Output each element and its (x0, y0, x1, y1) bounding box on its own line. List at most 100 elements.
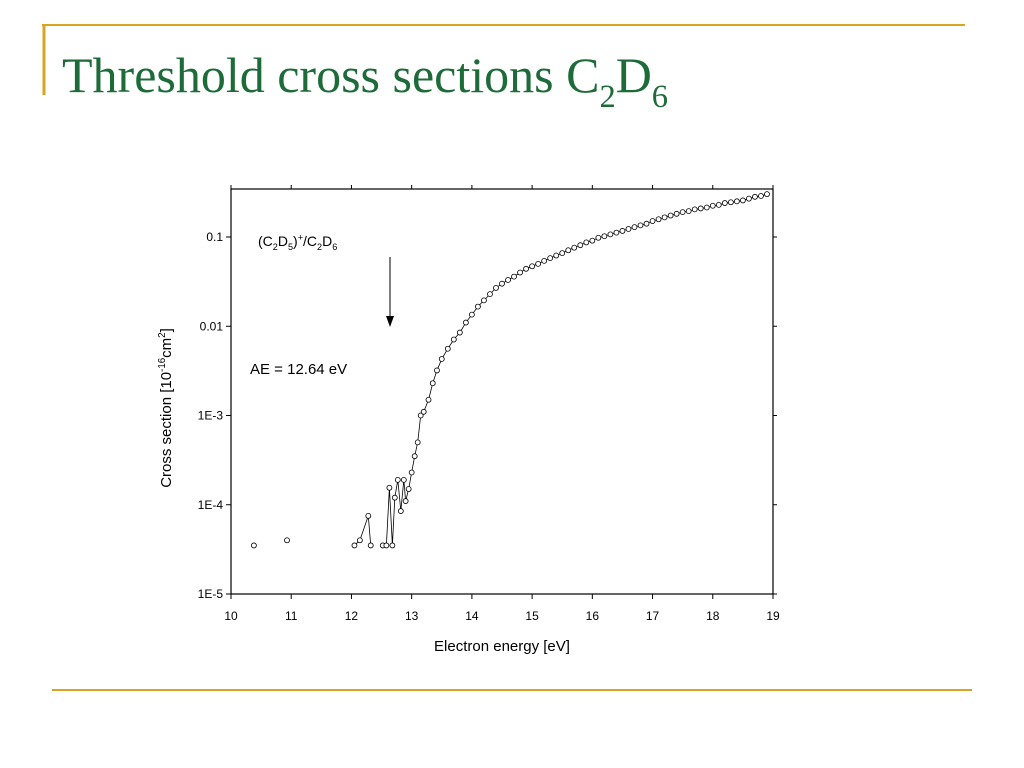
data-point (365, 513, 372, 519)
data-point (405, 486, 412, 492)
data-point (553, 252, 560, 259)
data-point (468, 311, 475, 318)
x-tick-label: 17 (646, 609, 660, 623)
data-point (709, 202, 716, 209)
script-text: -16 (157, 358, 168, 372)
data-point (764, 191, 770, 198)
data-point (559, 250, 566, 257)
text-part: /C (303, 233, 317, 249)
data-point (450, 336, 457, 343)
data-point (571, 244, 578, 251)
x-tick-label: 15 (525, 609, 539, 623)
data-point (391, 494, 398, 501)
data-point (414, 439, 421, 446)
data-point (394, 476, 401, 483)
data-point (351, 542, 358, 549)
data-point (691, 206, 698, 213)
data-point (511, 273, 517, 280)
data-point (411, 453, 418, 460)
text-part: D (278, 233, 288, 249)
data-point (444, 345, 451, 352)
data-point (667, 212, 674, 219)
x-tick-label: 14 (465, 609, 479, 623)
data-point (493, 284, 499, 291)
y-tick-label: 0.01 (200, 319, 224, 333)
script-text: 5 (288, 242, 293, 252)
data-point (661, 214, 668, 221)
data-point (462, 319, 469, 326)
data-point (389, 542, 396, 549)
data-point (386, 484, 393, 491)
text-part: cm (158, 338, 175, 358)
text-part: AE = 12.64 eV (250, 361, 347, 378)
data-point (356, 537, 363, 544)
data-point (607, 231, 614, 238)
data-point (583, 239, 590, 246)
annotation: (C2D5)+/C2D6 (258, 232, 337, 252)
arrow-head (386, 316, 394, 327)
y-tick-label: 1E-3 (198, 409, 224, 423)
data-point (429, 380, 436, 387)
data-point (619, 228, 626, 234)
data-point (383, 542, 390, 549)
data-point (733, 198, 740, 205)
data-point (523, 265, 529, 272)
x-tick-label: 10 (224, 609, 238, 623)
data-point (655, 216, 662, 223)
slide-title: Threshold cross sections C2D6 (62, 47, 668, 115)
y-tick-label: 0.1 (206, 230, 223, 244)
data-point (481, 297, 487, 304)
plot-frame (230, 188, 774, 595)
data-point (739, 197, 746, 204)
script-text: 2 (157, 332, 168, 337)
data-point (715, 201, 722, 208)
data-point (438, 356, 445, 362)
data-point (250, 542, 257, 549)
script-text: 2 (273, 242, 278, 252)
data-point (499, 280, 505, 287)
data-point (679, 209, 686, 216)
data-point (673, 210, 680, 217)
data-point (367, 542, 374, 549)
data-point (420, 408, 427, 415)
data-point (535, 260, 542, 267)
data-point (589, 237, 596, 244)
annotation: AE = 12.64 eV (250, 361, 347, 378)
data-point (703, 204, 710, 211)
data-point (613, 229, 620, 236)
data-point (752, 193, 758, 200)
plot: 10 11 12 13 14 15 16 17 18 19 1E-5 1E-4 1E-3 0.01 0.1 E… (157, 185, 780, 655)
data-point (517, 269, 523, 276)
data-point (417, 412, 424, 419)
data-point (547, 255, 554, 262)
data-point (643, 220, 650, 227)
y-axis-label: Cross section [10-16cm2] (157, 328, 175, 488)
text-part: D (616, 47, 652, 103)
x-tick-label: 16 (586, 609, 600, 623)
data-point (402, 498, 409, 504)
data-line (354, 515, 372, 546)
y-tick-label: 1E-5 (198, 587, 224, 601)
text-part: ) (293, 233, 298, 249)
data-point (541, 257, 548, 264)
x-tick-label: 19 (766, 609, 780, 623)
data-point (631, 224, 638, 231)
data-point (746, 195, 752, 202)
text-part: D (322, 233, 332, 249)
data-point (758, 193, 764, 199)
y-tick-label: 1E-4 (198, 498, 224, 512)
data-point (637, 222, 644, 229)
data-point (284, 537, 290, 544)
text-part: Threshold cross sections C (62, 47, 599, 103)
data-point (529, 263, 536, 270)
text-part: Cross section [10 (158, 372, 175, 488)
data-point (601, 233, 608, 240)
data-point (697, 205, 704, 212)
script-text: 6 (652, 79, 668, 115)
data-point (434, 367, 440, 374)
data-point (397, 508, 404, 514)
text-part: ] (158, 328, 175, 332)
data-point (577, 242, 584, 249)
script-text: 6 (332, 242, 337, 252)
